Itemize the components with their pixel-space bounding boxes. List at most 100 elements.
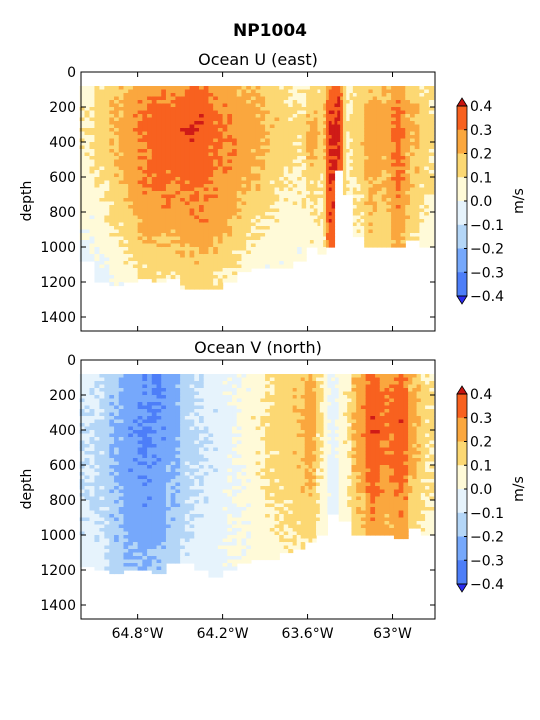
contour-cell [142, 177, 148, 182]
contour-cell [352, 226, 358, 231]
contour-cell [346, 131, 351, 136]
contour-cell [288, 180, 294, 185]
contour-cell [156, 107, 162, 112]
contour-cell [123, 229, 129, 234]
contour-cell [391, 236, 397, 241]
contour-cell [147, 240, 153, 245]
contour-cell [255, 240, 261, 245]
contour-cell [320, 114, 324, 119]
contour-cell [364, 205, 370, 210]
contour-cell [331, 86, 336, 91]
contour-cell [360, 180, 365, 185]
contour-cell [241, 268, 247, 273]
contour-cell [297, 138, 303, 143]
contour-cell [132, 107, 139, 112]
contour-cell [104, 138, 110, 143]
contour-cell [340, 96, 344, 101]
contour-cell [352, 159, 358, 164]
contour-cell [306, 205, 311, 210]
contour-cell [283, 170, 289, 175]
contour-cell [213, 142, 219, 147]
contour-cell [328, 201, 333, 206]
contour-cell [184, 250, 191, 255]
contour-cell [428, 124, 435, 129]
contour-cell [104, 187, 110, 192]
contour-cell [151, 254, 158, 259]
contour-cell [104, 524, 110, 529]
contour-cell [151, 264, 158, 269]
contour-cell [175, 142, 181, 147]
contour-cell [274, 145, 280, 150]
contour-cell [372, 152, 378, 157]
contour-cell [99, 482, 105, 487]
contour-cell [109, 391, 115, 396]
contour-cell [360, 159, 365, 164]
contour-cell [79, 384, 86, 389]
contour-cell [189, 128, 195, 133]
contour-cell [79, 381, 86, 386]
contour-cell [128, 191, 134, 196]
contour-cell [165, 271, 172, 276]
contour-cell [147, 149, 153, 154]
contour-cell [142, 552, 148, 557]
contour-cell [208, 243, 214, 248]
contour-cell [250, 131, 257, 136]
contour-cell [349, 142, 354, 147]
contour-cell [132, 444, 139, 449]
contour-cell [104, 507, 110, 512]
contour-cell [84, 458, 91, 463]
contour-cell [250, 219, 257, 224]
contour-cell [246, 215, 252, 220]
contour-cell [118, 93, 125, 98]
contour-cell [104, 135, 110, 140]
contour-cell [337, 131, 341, 136]
contour-cell [255, 180, 261, 185]
contour-cell [89, 374, 96, 379]
contour-cell [260, 215, 266, 220]
contour-cell [184, 180, 191, 185]
contour-cell [123, 521, 129, 526]
contour-cell [161, 180, 167, 185]
contour-cell [260, 117, 266, 122]
contour-cell [89, 514, 96, 519]
contour-cell [391, 226, 397, 231]
contour-cell [79, 205, 86, 210]
contour-cell [137, 156, 143, 161]
contour-cell [151, 444, 158, 449]
contour-cell [94, 177, 101, 182]
contour-cell [381, 121, 387, 126]
contour-cell [137, 416, 143, 421]
contour-cell [89, 468, 96, 473]
colorbar-tick-label: −0.4 [470, 289, 504, 305]
contour-cell [147, 391, 153, 396]
contour-cell [114, 107, 120, 112]
contour-cell [118, 556, 125, 561]
contour-cell [118, 412, 125, 417]
contour-cell [114, 215, 120, 220]
contour-cell [109, 271, 115, 276]
contour-cell [241, 180, 247, 185]
contour-cell [147, 430, 153, 435]
contour-cell [104, 100, 110, 105]
contour-cell [301, 229, 307, 234]
contour-cell [255, 138, 261, 143]
contour-cell [132, 198, 139, 203]
contour-cell [89, 549, 96, 554]
contour-cell [364, 219, 370, 224]
contour-cell [84, 236, 91, 241]
contour-cell [222, 205, 228, 210]
contour-cell [151, 559, 158, 564]
contour-cell [395, 142, 402, 147]
contour-cell [137, 500, 143, 505]
contour-cell [156, 173, 162, 178]
contour-cell [360, 163, 365, 168]
contour-cell [142, 451, 148, 456]
contour-cell [151, 545, 158, 550]
contour-cell [79, 451, 86, 456]
contour-cell [128, 461, 134, 466]
contour-cell [317, 152, 321, 157]
contour-cell [194, 278, 200, 283]
contour-cell [189, 107, 195, 112]
contour-cell [323, 128, 327, 133]
contour-cell [109, 194, 115, 199]
